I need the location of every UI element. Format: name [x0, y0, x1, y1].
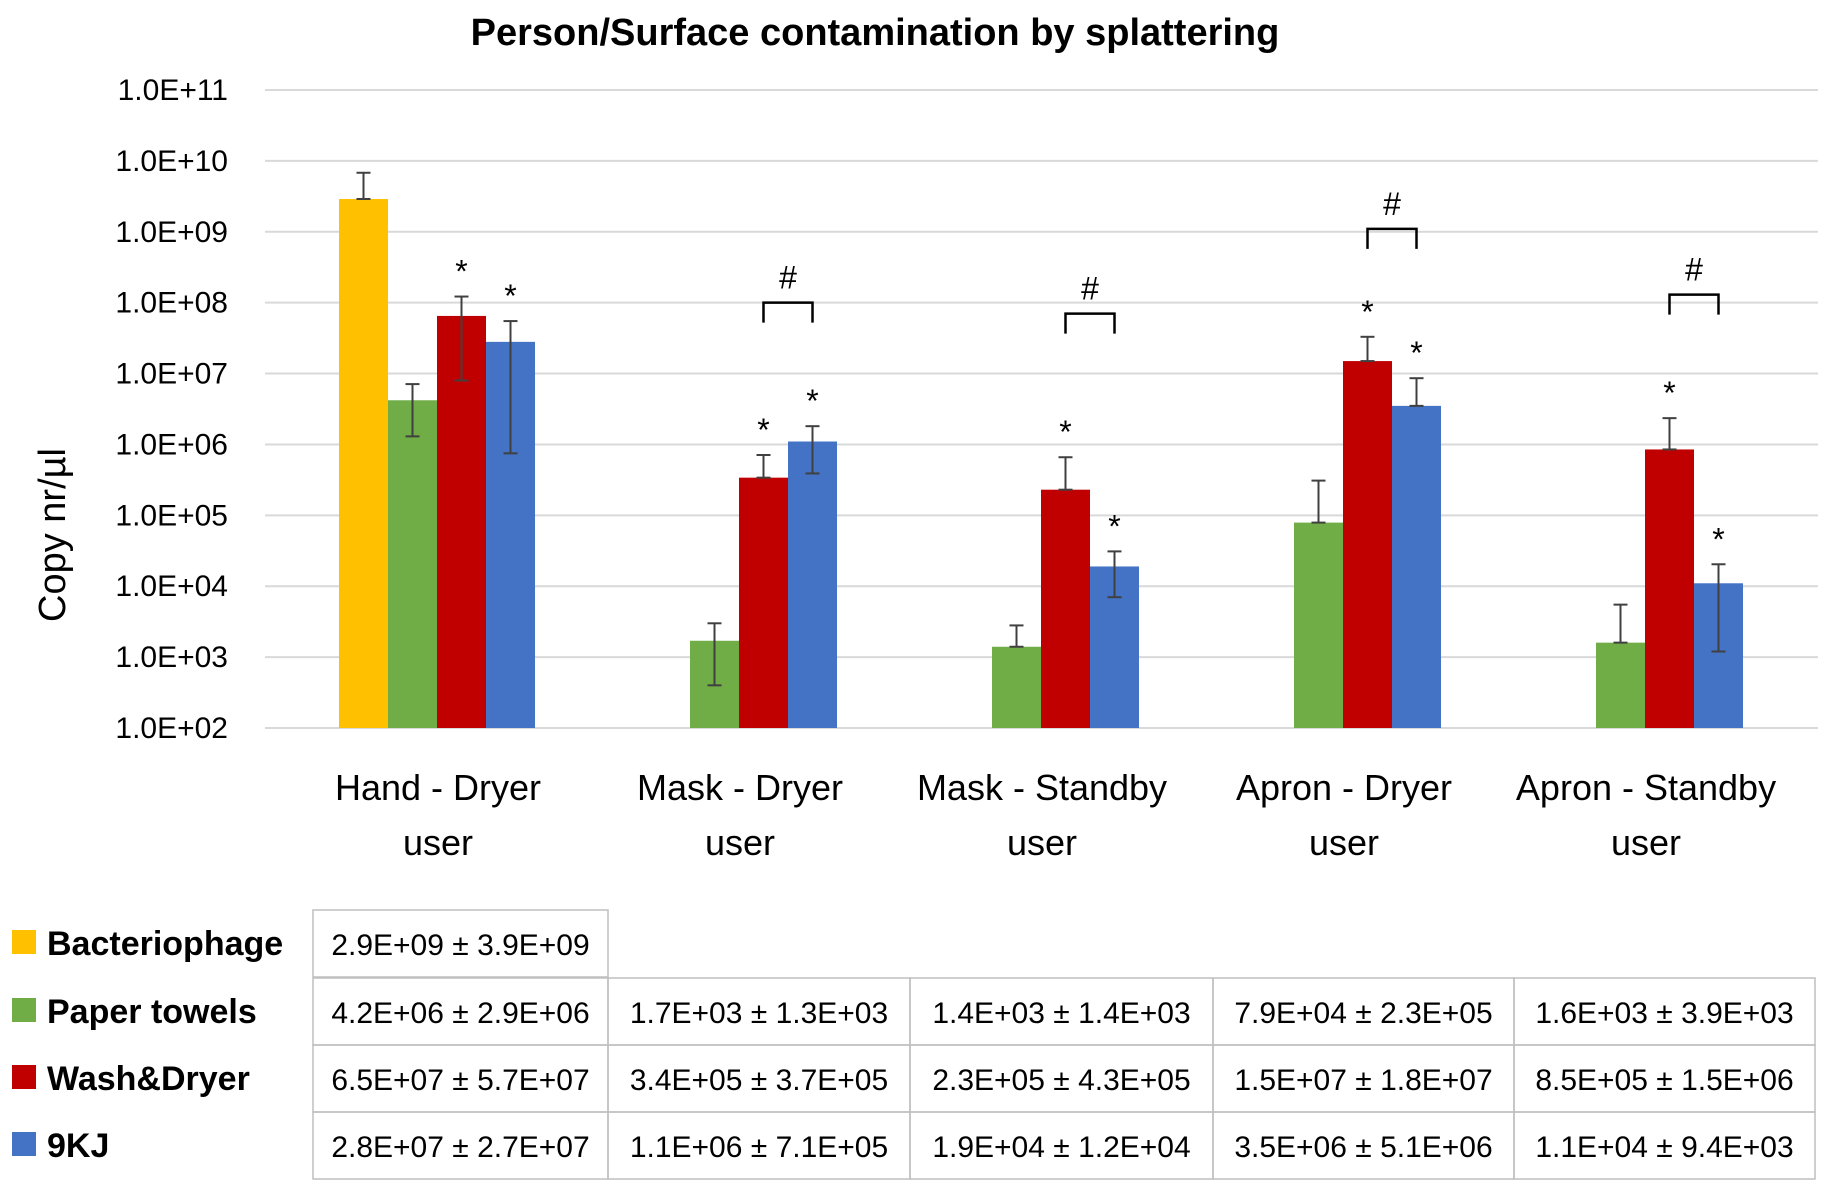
y-tick-label: 1.0E+08 — [115, 287, 228, 320]
significance-star: * — [455, 254, 467, 290]
significance-star: * — [1361, 294, 1373, 330]
bar-3-1 — [788, 441, 837, 728]
bar-1-2 — [992, 646, 1041, 728]
comparison-brackets: # # # # — [762, 186, 1720, 334]
legend-swatch — [12, 1132, 36, 1156]
significance-star: * — [504, 278, 516, 314]
bar-0-0 — [339, 198, 388, 728]
bracket — [1668, 293, 1720, 315]
bar-1-0 — [388, 400, 437, 728]
significance-star: * — [757, 412, 769, 448]
table-cell-value: 7.9E+04 ± 2.3E+05 — [1234, 997, 1492, 1030]
error-bars — [356, 171, 1726, 687]
bracket-label: # — [1685, 252, 1703, 288]
x-category-labels: Hand - Dryer user Mask - Dryer user Mask - S… — [335, 767, 1776, 863]
bar-2-4 — [1645, 449, 1694, 728]
y-tick-label: 1.0E+11 — [118, 74, 228, 107]
legend-label: Bacteriophage — [47, 925, 283, 963]
y-tick-label: 1.0E+09 — [115, 216, 228, 249]
bar-2-2 — [1041, 489, 1090, 728]
significance-star: * — [1663, 375, 1675, 411]
table-cell-value: 2.3E+05 ± 4.3E+05 — [932, 1064, 1190, 1097]
table-cell-value: 2.9E+09 ± 3.9E+09 — [331, 929, 589, 962]
bar-2-1 — [739, 477, 788, 728]
y-tick-labels: 1.0E+02 1.0E+03 1.0E+04 1.0E+05 1.0E+06 1.0E+… — [115, 74, 228, 745]
category-label: user — [403, 822, 473, 863]
table-cell-value: 1.1E+06 ± 7.1E+05 — [630, 1131, 888, 1164]
y-tick-label: 1.0E+03 — [115, 641, 228, 674]
bracket-label: # — [1081, 271, 1099, 307]
y-tick-label: 1.0E+04 — [115, 570, 228, 603]
category-label: user — [1007, 822, 1077, 863]
table-cell — [1513, 1111, 1816, 1180]
table-cell-value: 1.4E+03 ± 1.4E+03 — [932, 997, 1190, 1030]
significance-star: * — [1712, 521, 1724, 557]
category-label: user — [705, 822, 775, 863]
category-label: Apron - Standby — [1516, 767, 1776, 808]
category-label: Apron - Dryer — [1236, 767, 1452, 808]
table-cell-value: 4.2E+06 ± 2.9E+06 — [331, 997, 589, 1030]
bar-2-0 — [437, 315, 486, 728]
y-tick-label: 1.0E+10 — [115, 145, 228, 178]
bar-3-3 — [1392, 405, 1441, 728]
significance-star: * — [1410, 335, 1422, 371]
legend-label: Paper towels — [47, 993, 257, 1031]
significance-stars: * * * * * * * * * * — [455, 254, 1724, 558]
table-cell-value: 1.6E+03 ± 3.9E+03 — [1535, 997, 1793, 1030]
bar-2-3 — [1343, 361, 1392, 728]
table-cell-value: 3.4E+05 ± 3.7E+05 — [630, 1064, 888, 1097]
significance-star: * — [1108, 508, 1120, 544]
table-cell-value: 1.5E+07 ± 1.8E+07 — [1234, 1064, 1492, 1097]
table-cell-value: 8.5E+05 ± 1.5E+06 — [1535, 1064, 1793, 1097]
bracket — [762, 301, 814, 323]
y-tick-label: 1.0E+07 — [115, 358, 228, 391]
y-tick-label: 1.0E+06 — [115, 428, 228, 461]
table-cell-value: 1.7E+03 ± 1.3E+03 — [630, 997, 888, 1030]
table-cell-value: 1.9E+04 ± 1.2E+04 — [932, 1131, 1190, 1164]
bracket-label: # — [779, 260, 797, 296]
table-cell-value: 6.5E+07 ± 5.7E+07 — [331, 1064, 589, 1097]
table-cell — [312, 909, 609, 978]
y-tick-label: 1.0E+02 — [115, 712, 228, 745]
category-label: Mask - Standby — [917, 767, 1167, 808]
table-cell-value: 2.8E+07 ± 2.7E+07 — [331, 1131, 589, 1164]
y-tick-label: 1.0E+05 — [115, 499, 228, 532]
category-label: Mask - Dryer — [637, 767, 843, 808]
legend-label: 9KJ — [47, 1127, 109, 1165]
category-label: user — [1309, 822, 1379, 863]
bracket — [1064, 312, 1116, 334]
significance-star: * — [1059, 414, 1071, 450]
bracket-label: # — [1383, 186, 1401, 222]
legend-swatch — [12, 1065, 36, 1089]
bracket — [1366, 227, 1418, 249]
bars — [339, 198, 1743, 728]
bar-1-4 — [1596, 642, 1645, 728]
chart-title: Person/Surface contamination by splatter… — [471, 12, 1280, 54]
legend-swatch — [12, 930, 36, 954]
table-cell-value: 1.1E+04 ± 9.4E+03 — [1535, 1131, 1793, 1164]
bar-1-3 — [1294, 522, 1343, 728]
data-table: Bacteriophage 2.9E+09 ± 3.9E+09 Paper towe… — [12, 909, 1816, 1180]
table-cell-value: 3.5E+06 ± 5.1E+06 — [1234, 1131, 1492, 1164]
category-label: Hand - Dryer — [335, 767, 541, 808]
legend-swatch — [12, 998, 36, 1022]
y-axis-label: Copy nr/µl — [32, 448, 74, 622]
legend-label: Wash&Dryer — [47, 1060, 250, 1098]
significance-star: * — [806, 383, 818, 419]
category-label: user — [1611, 822, 1681, 863]
